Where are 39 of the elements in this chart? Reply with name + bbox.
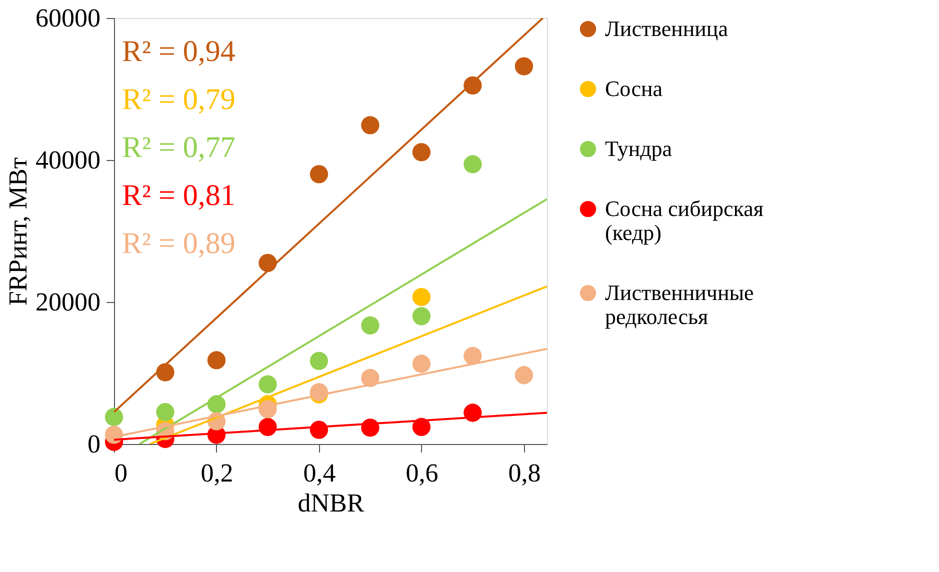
point [310,165,328,184]
point [207,351,226,370]
y-tick-label: 60000 [36,4,100,32]
x-tick-label: 0,8 [508,458,541,488]
point [464,155,482,174]
annotation: R² = 0,77 [122,131,236,164]
point [361,316,380,334]
legend-label: Лиственница [605,16,728,41]
point [412,354,431,373]
annotation: R² = 0,79 [122,83,236,116]
y-axis-title: FRPинт, МВт [4,157,32,306]
point [412,288,431,306]
point [412,143,431,162]
y-tick-label: 20000 [36,288,100,316]
annotation: R² = 0,94 [122,35,236,68]
x-tick-label: 0,4 [303,458,336,488]
annotation: R² = 0,89 [122,227,236,260]
annotation: R² = 0,81 [122,179,236,212]
point [514,366,534,384]
legend-label: Сосна [605,76,663,101]
y-tick-label: 0 [88,430,100,458]
point [514,57,534,76]
x-tick-label: 0 [114,458,128,488]
point [464,346,482,366]
y-tick-label: 40000 [36,146,100,174]
point [361,368,380,388]
point [361,116,380,134]
legend-label: Лиственничные редколесья [605,280,754,329]
point [310,352,328,370]
x-tick-label: 0,2 [200,458,234,488]
legend-label: Сосна сибирская (кедр) [605,196,764,245]
point [412,418,431,436]
x-tick-label: 0,6 [406,458,438,488]
legend-label: Тундра [605,136,672,161]
x-axis-title: dNBR [298,488,365,518]
point [104,408,124,426]
point [412,307,431,326]
point [156,402,174,422]
point [258,375,277,394]
